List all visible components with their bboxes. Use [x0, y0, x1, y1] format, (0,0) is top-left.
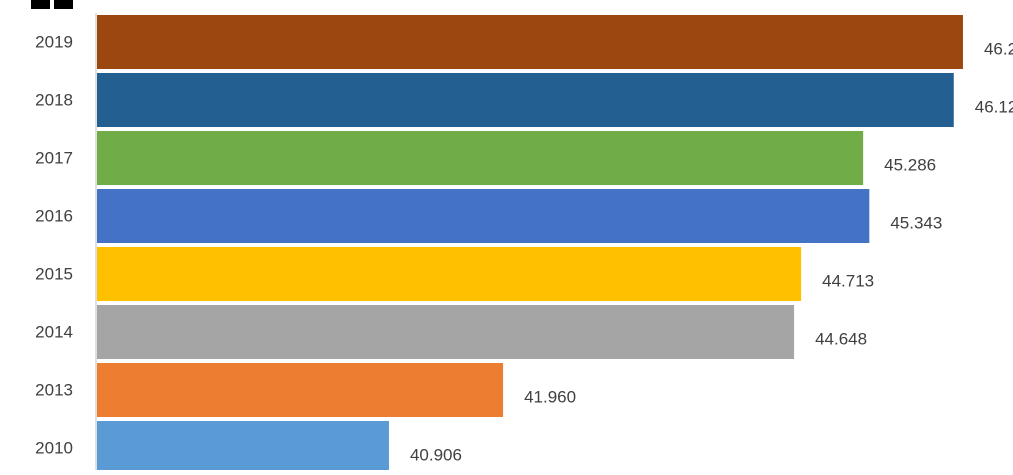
data-label: 46.123 [975, 98, 1013, 117]
bar-2019 [97, 15, 963, 69]
data-label: 40.906 [410, 446, 462, 465]
category-tick-label: 2019 [35, 33, 73, 52]
bar-2010 [97, 421, 389, 475]
data-label: 41.960 [524, 388, 576, 407]
category-tick-label: 2013 [35, 381, 73, 400]
bar-2014 [97, 305, 795, 359]
category-tick-label: 2010 [35, 439, 73, 458]
data-label: 46.208 [984, 40, 1013, 59]
corner-mark-icon [31, 0, 73, 9]
data-label: 45.343 [890, 214, 942, 233]
category-tick-label: 2014 [35, 323, 73, 342]
bar-2017 [97, 131, 864, 185]
category-tick-label: 2015 [35, 265, 73, 284]
bar-2013 [97, 363, 504, 417]
category-tick-label: 2017 [35, 149, 73, 168]
category-tick-label: 2018 [35, 91, 73, 110]
data-label: 44.713 [822, 272, 874, 291]
data-label: 44.648 [815, 330, 867, 349]
bar-2018 [97, 73, 954, 127]
category-tick-label: 2016 [35, 207, 73, 226]
data-label: 45.286 [884, 156, 936, 175]
bar-2015 [97, 247, 802, 301]
bar-2016 [97, 189, 870, 243]
